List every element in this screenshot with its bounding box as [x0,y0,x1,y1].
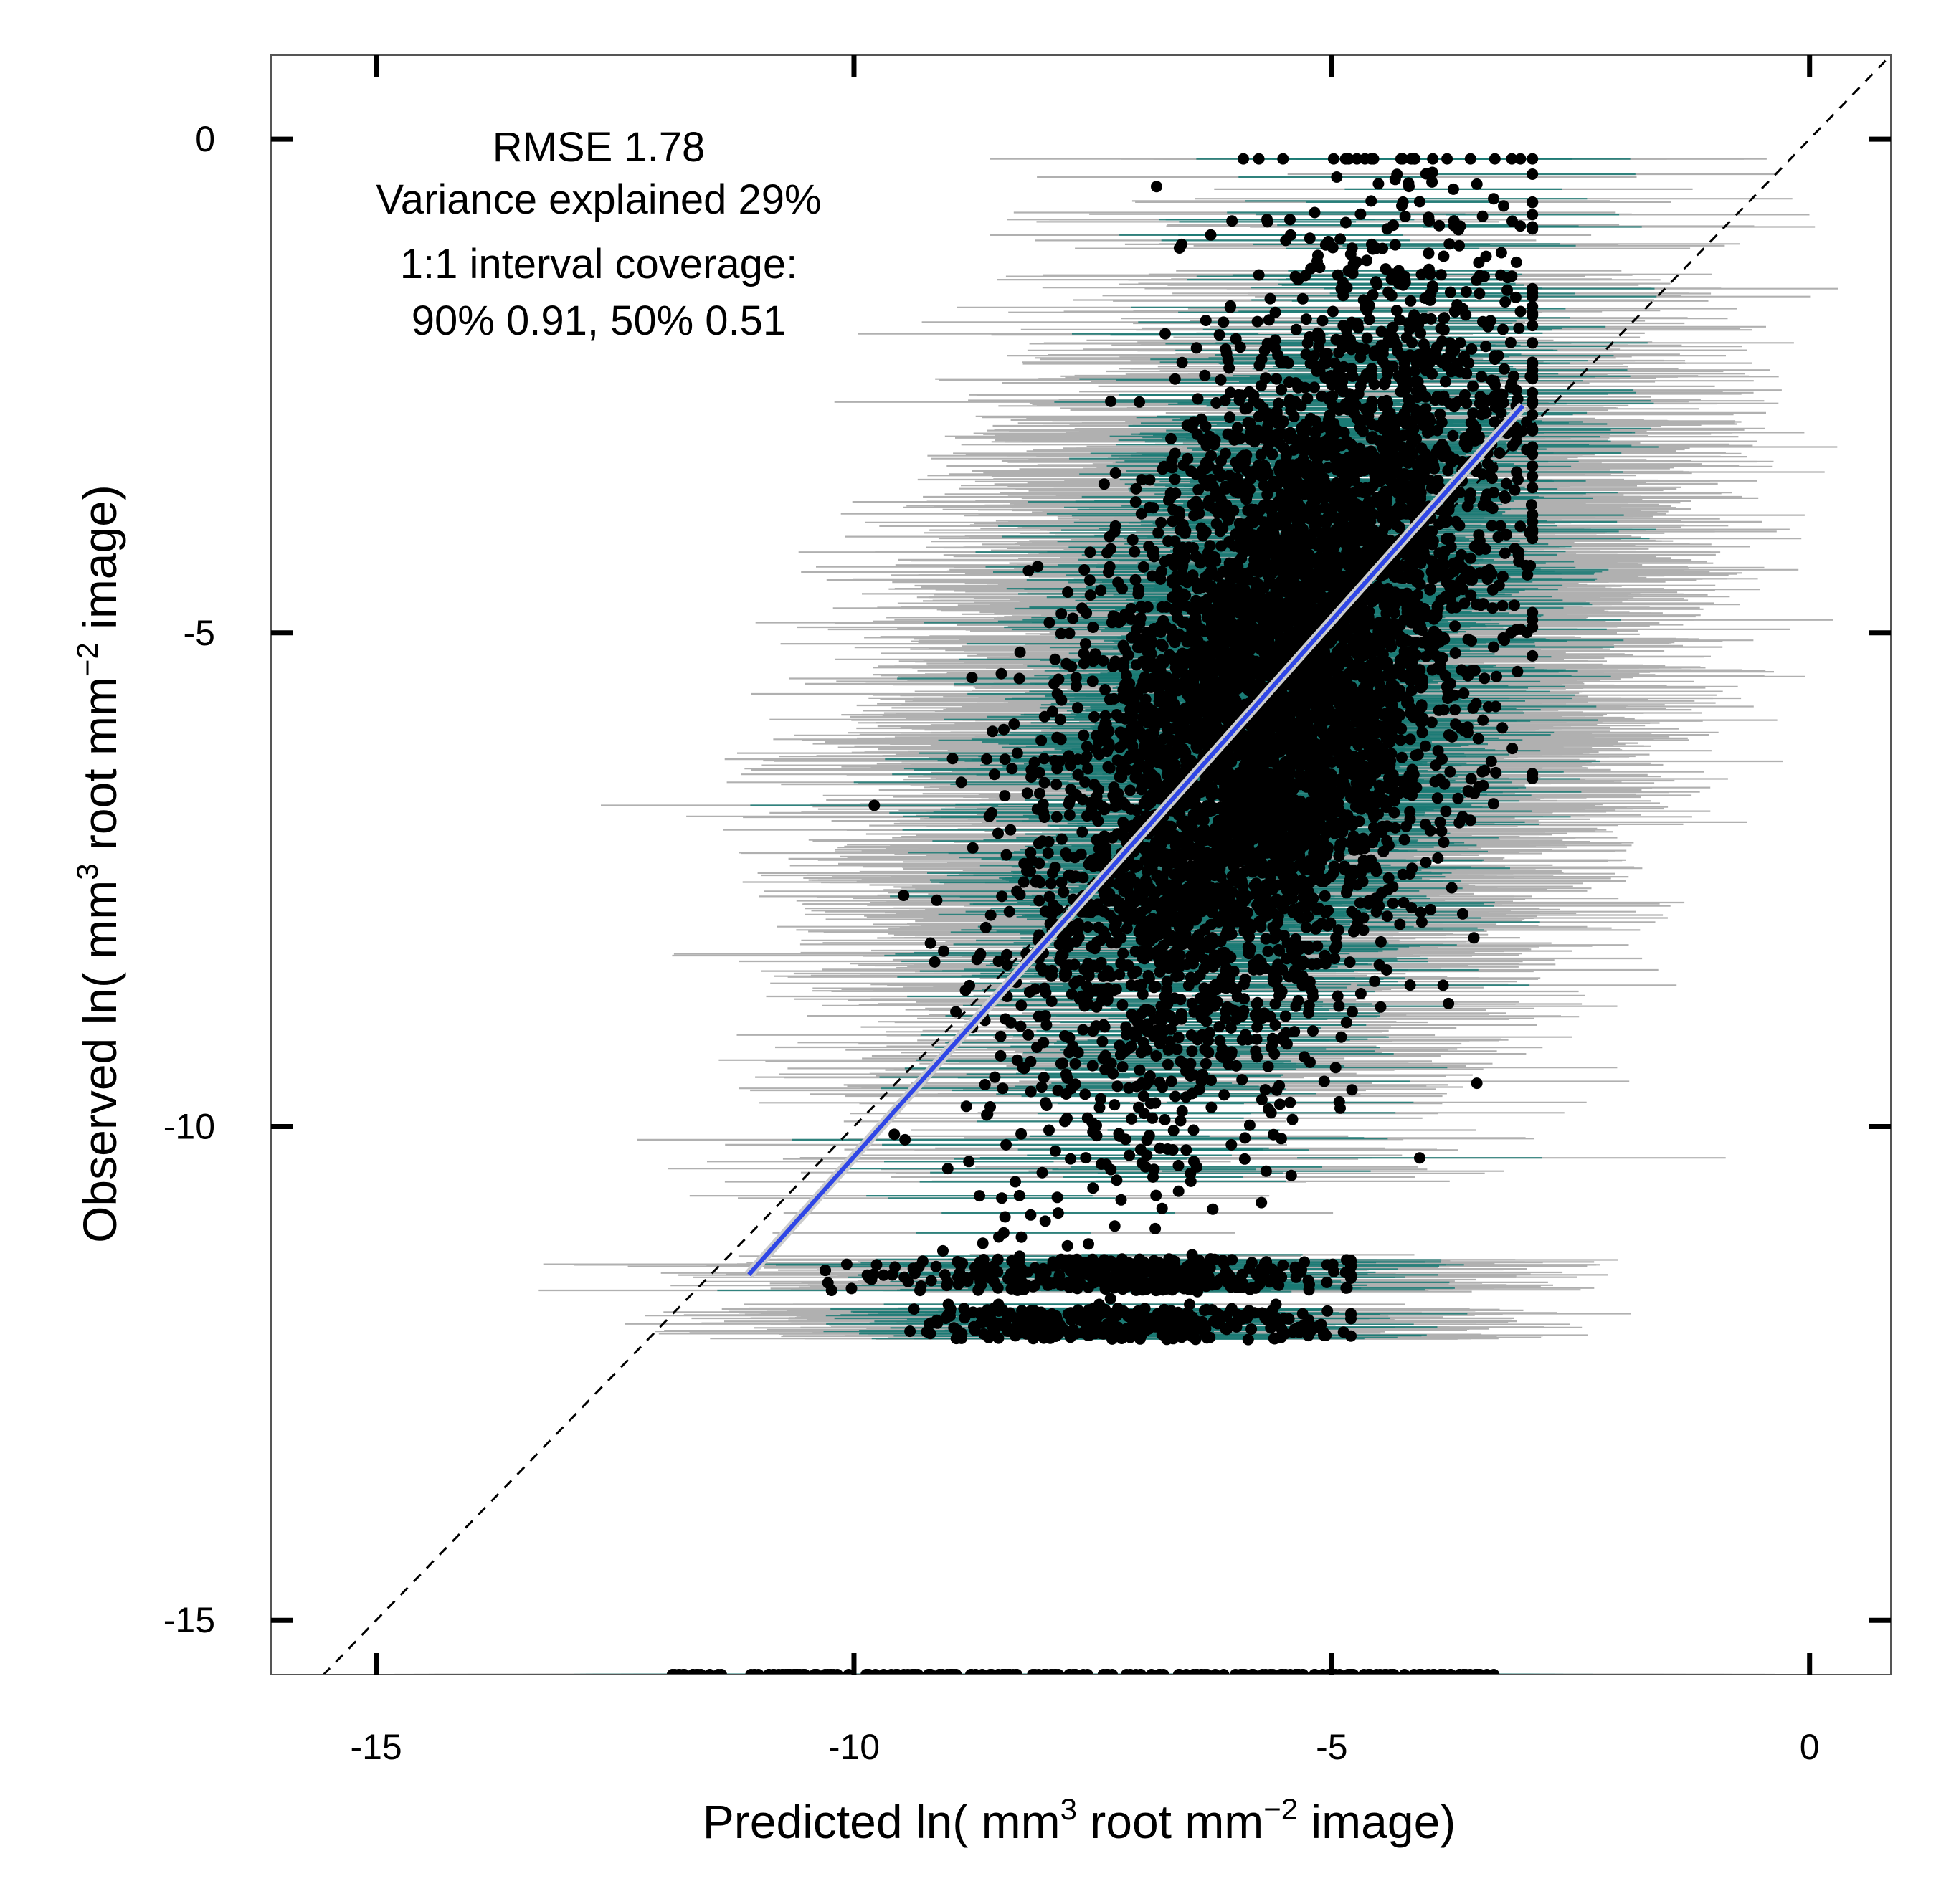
data-point [1017,876,1030,888]
plot-area [322,55,1891,1675]
data-point [1137,1090,1149,1102]
data-point [996,890,1008,903]
data-point [1045,995,1058,1007]
data-point [898,890,910,901]
data-point [1525,499,1537,511]
data-point [1095,1093,1106,1105]
observations [666,153,1539,1675]
data-point [1011,747,1023,759]
data-point [1253,153,1265,165]
data-point [1498,363,1510,375]
data-point [1111,1080,1124,1093]
data-point [1079,1088,1091,1100]
data-point [1363,313,1375,325]
data-point [1256,1093,1268,1105]
data-point [1071,680,1082,692]
data-point [1394,918,1406,930]
data-point [1439,376,1451,388]
data-point [1116,999,1129,1011]
data-point [1135,508,1147,520]
data-point [1225,1138,1238,1151]
data-point [979,1079,991,1090]
data-point [1006,763,1018,775]
data-point [1129,546,1141,558]
data-point [1025,1209,1037,1221]
data-point [1398,834,1410,846]
